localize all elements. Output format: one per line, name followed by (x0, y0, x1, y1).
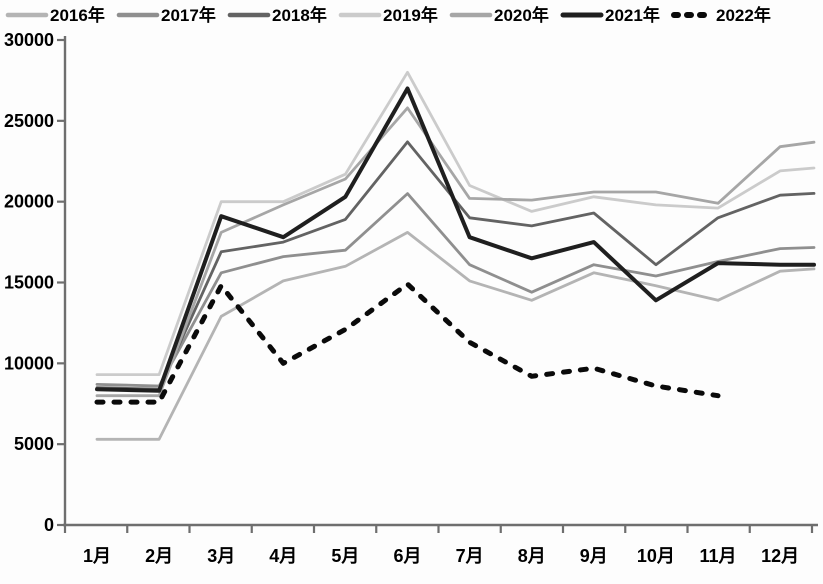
series-line-2020年 (95, 106, 816, 398)
y-axis-labels: 0 5000 10000 15000 20000 25000 30000 (4, 30, 54, 535)
series-line-2019年 (95, 70, 816, 377)
legend-label: 2022年 (716, 5, 771, 25)
chart-legend: 2016年 2017年 2018年 2019年 2020年 2021年 2022年 (5, 5, 771, 25)
x-tick-label: 9月 (580, 546, 608, 566)
y-tick-label: 30000 (4, 30, 54, 50)
y-tick-label: 10000 (4, 353, 54, 373)
legend-label: 2020年 (494, 5, 549, 25)
x-tick-label: 8月 (518, 546, 546, 566)
x-tick-label: 11月 (699, 546, 736, 566)
series-line-2022年 (94, 281, 721, 405)
x-tick-label: 1月 (83, 546, 111, 566)
x-tick-label: 2月 (145, 546, 173, 566)
y-tick-label: 25000 (4, 111, 54, 131)
legend-item-2018年: 2018年 (227, 5, 327, 25)
legend-label: 2018年 (272, 5, 327, 25)
y-tick-label: 15000 (4, 273, 54, 293)
x-tick-label: 3月 (207, 546, 235, 566)
legend-item-2020年: 2020年 (449, 5, 549, 25)
series-line-2018年 (95, 140, 816, 391)
legend-label: 2017年 (161, 5, 216, 25)
legend-item-2022年: 2022年 (671, 5, 771, 25)
x-tick-label: 6月 (393, 546, 421, 566)
y-tick-label: 0 (44, 515, 54, 535)
series-lines (94, 70, 816, 441)
legend-item-2021年: 2021年 (560, 5, 660, 25)
x-tick-label: 5月 (331, 546, 359, 566)
legend-item-2016年: 2016年 (5, 5, 105, 25)
legend-item-2019年: 2019年 (338, 5, 438, 25)
axes (57, 36, 818, 533)
legend-label: 2021年 (605, 5, 660, 25)
series-line-2016年 (95, 230, 816, 441)
legend-label: 2016年 (50, 5, 105, 25)
x-tick-label: 12月 (761, 546, 799, 566)
legend-label: 2019年 (383, 5, 438, 25)
x-axis-labels: 1月 2月 3月 4月 5月 6月 7月 8月 9月 10月 11月 12月 (83, 546, 799, 566)
x-tick-label: 7月 (456, 546, 484, 566)
x-tick-label: 4月 (269, 546, 297, 566)
legend-item-2017年: 2017年 (116, 5, 216, 25)
series-line-2021年 (95, 86, 816, 393)
y-tick-label: 5000 (14, 434, 54, 454)
x-tick-label: 10月 (637, 546, 675, 566)
y-tick-label: 20000 (4, 192, 54, 212)
